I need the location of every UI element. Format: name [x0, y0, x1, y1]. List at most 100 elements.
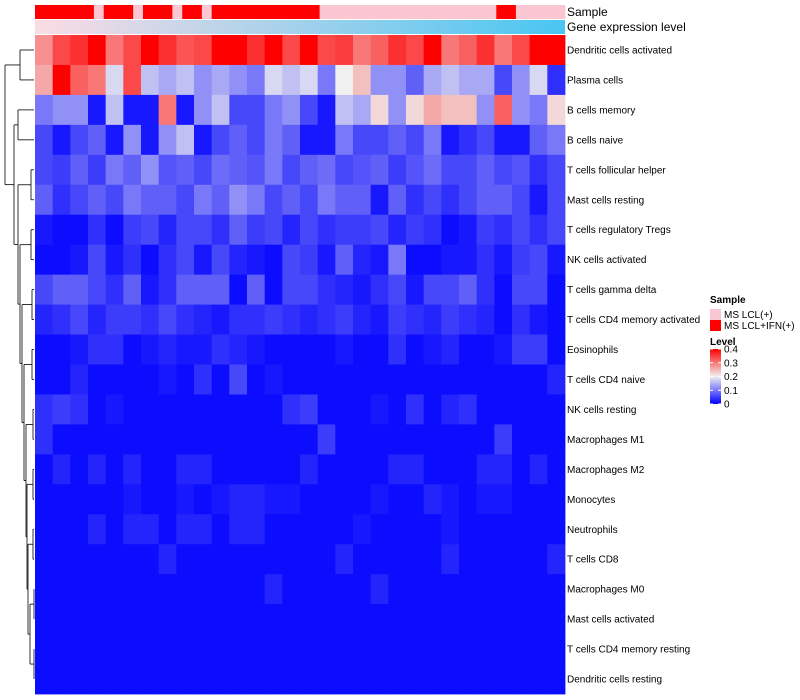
sample-annotation-cell — [535, 5, 546, 19]
heatmap-cell — [282, 304, 301, 335]
gene-level-track-label: Gene expression level — [567, 20, 686, 34]
heatmap-cell — [282, 574, 301, 605]
row-label: Macrophages M0 — [567, 585, 645, 596]
heatmap-cell — [423, 304, 442, 335]
row-label: T cells gamma delta — [567, 285, 657, 296]
heatmap-cell — [229, 604, 248, 635]
heatmap-cell — [335, 604, 354, 635]
heatmap-cell — [176, 154, 195, 186]
heatmap-cell — [300, 394, 319, 425]
heatmap-cell — [176, 604, 195, 635]
heatmap-cell — [529, 334, 548, 365]
heatmap-cell — [529, 244, 548, 276]
heatmap-cell — [512, 574, 531, 605]
heatmap-cell — [300, 544, 319, 575]
heatmap-cell — [353, 334, 372, 365]
heatmap-cell — [529, 664, 548, 695]
heatmap-cell — [211, 184, 230, 216]
heatmap-cell — [529, 424, 548, 455]
heatmap-cell — [123, 124, 142, 156]
heatmap-cell — [282, 454, 301, 485]
heatmap-cell — [459, 274, 478, 305]
heatmap-cell — [247, 604, 266, 635]
heatmap-cell — [105, 604, 124, 635]
heatmap-cell — [70, 35, 89, 66]
heatmap-cell — [317, 214, 336, 246]
heatmap-cell — [459, 244, 478, 276]
heatmap-cell — [158, 574, 177, 605]
sample-annotation-cell — [515, 5, 527, 19]
legend-tick-label: 0.2 — [724, 372, 738, 383]
heatmap-cell — [494, 274, 513, 305]
heatmap-cell — [35, 124, 54, 156]
heatmap-cell — [423, 64, 442, 96]
heatmap-cell — [317, 514, 336, 545]
heatmap-cell — [141, 304, 160, 335]
heatmap-cell — [35, 574, 54, 605]
heatmap-cell — [211, 514, 230, 545]
heatmap-cell — [264, 484, 283, 515]
heatmap-cell — [300, 484, 319, 515]
heatmap-cell — [194, 574, 213, 605]
heatmap-cell — [406, 154, 425, 186]
heatmap-cell — [229, 214, 248, 246]
heatmap-cell — [459, 544, 478, 575]
heatmap-cell — [282, 424, 301, 455]
heatmap-cell — [512, 514, 531, 545]
heatmap-cell — [123, 154, 142, 186]
heatmap-cell — [229, 514, 248, 545]
heatmap-cell — [176, 394, 195, 425]
heatmap-cell — [370, 424, 389, 455]
heatmap-cell — [70, 364, 89, 395]
heatmap-cell — [317, 454, 336, 485]
heatmap-cell — [476, 514, 495, 545]
heatmap-cell — [264, 244, 283, 276]
heatmap-cell — [105, 454, 124, 485]
sample-annotation-cell — [35, 5, 46, 19]
heatmap-cell — [547, 394, 566, 425]
heatmap-cell — [35, 484, 54, 515]
heatmap-cell — [529, 574, 548, 605]
sample-annotation-cell — [309, 5, 321, 19]
heatmap-cell — [406, 184, 425, 216]
heatmap-cell — [547, 184, 566, 216]
heatmap-cell — [52, 514, 71, 545]
heatmap-cell — [229, 154, 248, 186]
heatmap-cell — [52, 124, 71, 156]
heatmap-cell — [441, 184, 460, 216]
heatmap-cell — [406, 64, 425, 96]
heatmap-cell — [476, 364, 495, 395]
heatmap-cell — [353, 424, 372, 455]
heatmap-cell — [247, 664, 266, 695]
sample-annotation-cell — [339, 5, 350, 19]
heatmap-cell — [247, 124, 266, 156]
heatmap-cell — [141, 484, 160, 515]
heatmap-cell — [476, 334, 495, 365]
heatmap-cell — [459, 664, 478, 695]
heatmap-cell — [158, 154, 177, 186]
heatmap-cell — [70, 484, 89, 515]
heatmap-cell — [317, 394, 336, 425]
heatmap-cell — [123, 184, 142, 216]
heatmap-cell — [441, 274, 460, 305]
heatmap-cell — [70, 244, 89, 276]
heatmap-cell — [494, 364, 513, 395]
heatmap-cell — [141, 64, 160, 96]
heatmap-cell — [317, 634, 336, 665]
heatmap-cell — [229, 364, 248, 395]
heatmap-cell — [264, 664, 283, 695]
heatmap-cell — [370, 574, 389, 605]
heatmap-cell — [494, 664, 513, 695]
heatmap-cell — [406, 244, 425, 276]
heatmap-cell — [317, 154, 336, 186]
heatmap-cell — [406, 124, 425, 156]
heatmap-cell — [264, 544, 283, 575]
heatmap-cell — [353, 214, 372, 246]
heatmap-cell — [247, 394, 266, 425]
heatmap-cell — [194, 514, 213, 545]
heatmap-cell — [512, 35, 531, 66]
heatmap-cell — [388, 634, 407, 665]
heatmap-cell — [123, 424, 142, 455]
heatmap-cell — [88, 454, 107, 485]
heatmap-cell — [459, 604, 478, 635]
